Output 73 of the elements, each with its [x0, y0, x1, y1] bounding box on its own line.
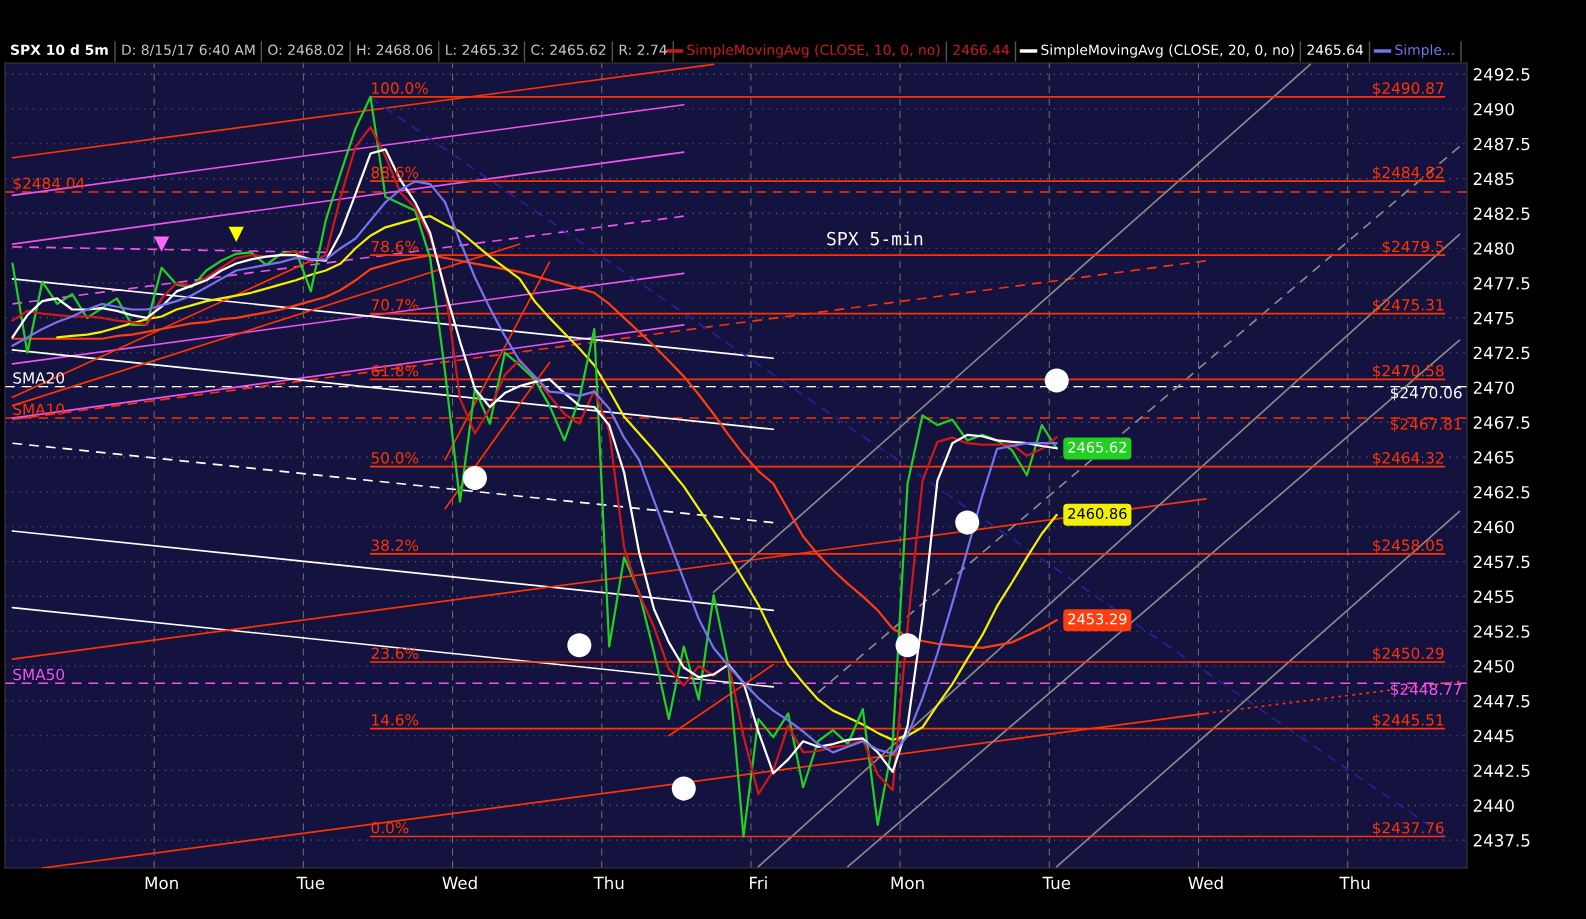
data-label: $2479.5 [1382, 240, 1444, 255]
y-tick-label: 2470 [1473, 381, 1514, 395]
ref-line-label: SMA50 [13, 668, 65, 681]
y-tick-label: 2465 [1473, 451, 1514, 464]
text: 2465.64 [1307, 44, 1364, 56]
series-label: 23.6% [371, 647, 419, 660]
y-tick-label: 2482.5 [1473, 207, 1530, 220]
y-tick-label: 2462.5 [1473, 485, 1530, 499]
y-tick-label: 2487.5 [1473, 137, 1530, 151]
legend-label: SimpleMovingAvg (CLOSE, 20, 0, no) [1041, 44, 1294, 58]
y-tick-label: 2442.5 [1473, 764, 1530, 778]
annotation: $2470.06 [1390, 386, 1462, 401]
ref-line-label: SMA10 [13, 403, 65, 416]
chart-title: SPX 10 d 5m [11, 44, 108, 56]
y-tick-label: 2450 [1473, 660, 1514, 673]
y-tick-label: 2480 [1473, 242, 1514, 255]
x-tick-label: Mon [145, 876, 178, 890]
annotation: $2467.81 [1390, 418, 1462, 432]
x-tick-label: Tue [296, 876, 325, 890]
y-tick-label: 2440 [1473, 799, 1514, 812]
text: O: 2468.02 [268, 44, 344, 56]
series-label: 61.8% [371, 364, 419, 377]
annotation: $2448.77 [1390, 683, 1462, 698]
text: C: 2465.62 [531, 44, 606, 56]
y-tick-label: 2467.5 [1473, 416, 1530, 429]
data-label: $2475.31 [1372, 298, 1444, 313]
data-label: $2445.51 [1372, 713, 1444, 728]
x-tick-label: Mon [891, 876, 924, 890]
y-tick-label: 2457.5 [1473, 555, 1530, 569]
series-label: 14.6% [372, 714, 419, 726]
y-tick-label: 2485 [1473, 172, 1514, 186]
text: L: 2465.32 [446, 44, 518, 56]
data-label: $2450.29 [1372, 647, 1444, 662]
series-label: 70.7% [371, 299, 419, 311]
y-tick-label: 2452.5 [1473, 625, 1530, 638]
y-tick-label: 2437.5 [1473, 834, 1530, 847]
x-tick-label: Fri [750, 876, 767, 889]
y-tick-label: 2475 [1473, 311, 1514, 325]
series-label: 38.2% [371, 539, 419, 551]
text: D: 8/15/17 6:40 AM [122, 44, 255, 57]
y-tick-label: 2477.5 [1473, 277, 1530, 290]
series-label: 0.0% [371, 822, 409, 834]
text: H: 2468.06 [357, 44, 433, 56]
legend-label: SimpleMovingAvg (CLOSE, 10, 0, no) [687, 44, 940, 58]
data-label: $2458.05 [1372, 539, 1444, 554]
ref-line-label: $2484.04 [13, 177, 85, 192]
y-tick-label: 2460 [1473, 520, 1514, 534]
x-tick-label: Wed [1188, 876, 1223, 890]
y-tick-label: 2490 [1473, 102, 1514, 116]
y-tick-label: 2472.5 [1473, 346, 1530, 360]
series-label: 100.0% [372, 82, 428, 94]
y-tick-label: 2455 [1473, 590, 1514, 603]
series-label: 50.0% [371, 452, 419, 464]
x-tick-label: Wed [442, 876, 477, 890]
y-tick-label: 2445 [1473, 729, 1514, 743]
text: R: 2.74 [619, 44, 667, 55]
series-label: 78.6% [371, 240, 419, 253]
data-label: $2464.32 [1372, 451, 1444, 466]
x-tick-label: Thu [593, 876, 624, 890]
y-tick-label: 2492.5 [1473, 68, 1530, 81]
x-tick-label: Tue [1042, 876, 1071, 890]
data-label: 2460.86 [1068, 508, 1127, 520]
data-label: 2465.62 [1068, 441, 1127, 453]
x-tick-label: Thu [1339, 876, 1370, 890]
data-label: $2470.58 [1372, 364, 1444, 379]
legend-label: Simple... [1395, 44, 1454, 58]
data-label: $2484.82 [1372, 166, 1444, 181]
text: SPX 5-min [827, 231, 923, 246]
y-tick-label: 2447.5 [1473, 694, 1530, 708]
data-label: $2490.87 [1372, 82, 1444, 96]
data-label: 2453.29 [1068, 613, 1127, 625]
data-label: $2437.76 [1372, 821, 1444, 836]
text: 2466.44 [953, 44, 1010, 56]
